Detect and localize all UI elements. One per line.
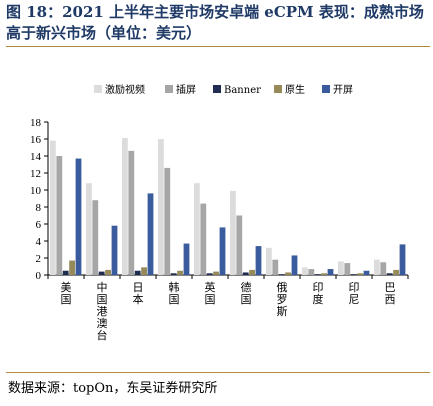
source-note: 数据来源：topOn，东吴证券研究所 [8,381,218,396]
x-category-label: 韩 [169,280,180,294]
x-category-label: 台 [97,328,108,342]
bar-插屏 [92,200,99,275]
bar-Banner [170,273,177,275]
legend-swatch [274,85,282,93]
bar-插屏 [164,167,171,275]
legend-swatch [94,85,102,93]
bar-开屏 [183,243,190,275]
x-category-label: 澳 [97,317,108,330]
x-category-label: 中 [97,281,108,294]
bar-原生 [141,267,147,275]
bar-激励视频 [374,259,380,275]
bar-原生 [177,270,183,275]
top-rule [6,46,430,47]
y-tick-label: 12 [30,168,41,180]
x-category-label: 印 [313,281,324,294]
bar-原生 [69,260,75,275]
bottom-rule [6,372,430,373]
y-tick-label: 16 [30,134,42,146]
x-category-label: 本 [133,292,144,306]
y-tick-label: 10 [30,185,42,197]
bar-激励视频 [122,138,128,275]
bar-原生 [321,273,327,275]
bar-插屏 [236,215,243,275]
bar-激励视频 [86,183,92,275]
ecpm-bar-chart: 024681012141618美国中国港澳台日本韩国英国德国俄罗斯印度印尼巴西激… [30,83,409,342]
x-category-label: 国 [97,293,108,306]
x-category-label: 印 [349,281,360,294]
legend-swatch [213,85,221,93]
bar-Banner [98,271,105,275]
x-category-label: 度 [313,292,324,306]
bar-插屏 [128,150,135,275]
bar-原生 [105,269,111,275]
x-category-label: 斯 [277,305,288,318]
bar-原生 [393,269,399,275]
bar-插屏 [56,156,63,275]
bar-Banner [350,274,357,275]
y-tick-label: 2 [36,253,42,265]
x-category-label: 罗 [277,293,288,306]
bar-激励视频 [302,267,308,275]
bar-Banner [134,270,141,275]
legend-label: 插屏 [176,83,196,96]
x-category-label: 国 [169,293,180,306]
bar-激励视频 [194,183,200,275]
bar-Banner [206,273,213,275]
bar-开屏 [147,193,154,275]
bar-插屏 [272,259,279,275]
x-category-label: 国 [241,293,252,306]
legend-label: 激励视频 [105,83,145,96]
bar-Banner [386,273,393,275]
bar-开屏 [255,246,262,275]
bar-插屏 [200,203,207,275]
x-category-label: 日 [133,281,144,294]
y-tick-label: 14 [30,151,42,163]
y-tick-label: 6 [36,219,42,231]
bar-激励视频 [266,247,272,275]
bar-激励视频 [158,139,164,275]
x-category-label: 国 [205,293,216,306]
x-category-label: 港 [97,305,108,318]
bar-原生 [249,269,255,275]
bar-Banner [242,272,249,275]
x-category-label: 西 [385,293,396,306]
bar-原生 [285,272,291,275]
bar-开屏 [291,255,298,275]
bar-激励视频 [230,190,236,275]
bar-插屏 [308,269,315,275]
bar-激励视频 [50,140,56,275]
bar-开屏 [75,158,82,275]
x-category-label: 国 [61,293,72,306]
x-category-label: 英 [205,280,216,294]
x-category-label: 俄 [277,281,288,294]
x-category-label: 德 [241,280,252,294]
bar-原生 [213,271,219,275]
bar-开屏 [399,244,406,275]
y-tick-label: 18 [30,117,42,129]
bar-Banner [62,270,69,275]
bar-开屏 [327,269,334,275]
legend-label: Banner [224,85,261,96]
bar-插屏 [344,263,351,275]
bar-Banner [278,274,285,275]
y-tick-label: 0 [36,270,42,282]
bar-激励视频 [338,261,344,275]
legend-label: 原生 [285,83,305,96]
bar-原生 [357,273,363,275]
legend-swatch [165,85,173,93]
bar-插屏 [380,262,387,275]
figure-title: 图 18：2021 上半年主要市场安卓端 eCPM 表现：成熟市场高于新兴市场（… [6,3,424,42]
bar-Banner [314,274,321,275]
legend-label: 开屏 [333,84,353,96]
bar-开屏 [363,270,370,275]
legend-swatch [322,85,330,93]
x-category-label: 尼 [349,293,360,306]
x-category-label: 美 [61,281,72,294]
x-category-label: 巴 [385,281,396,294]
y-tick-label: 8 [36,202,42,214]
bar-开屏 [111,225,118,275]
y-tick-label: 4 [36,236,42,248]
bar-开屏 [219,227,226,275]
